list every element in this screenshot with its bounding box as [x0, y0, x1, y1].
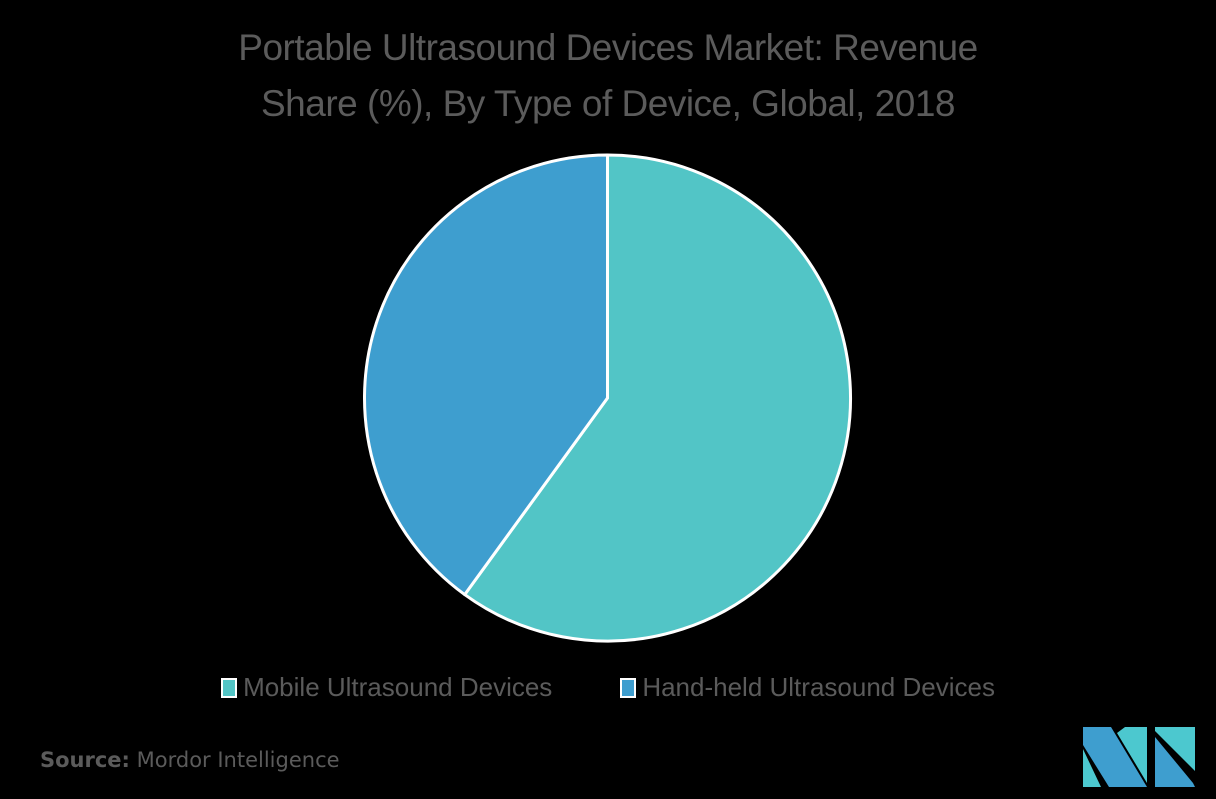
chart-title: Portable Ultrasound Devices Market: Reve… — [0, 20, 1216, 132]
source-note: Source: Mordor Intelligence — [40, 748, 340, 772]
source-value: Mordor Intelligence — [136, 748, 340, 772]
legend-swatch-mobile — [221, 677, 238, 698]
source-label: Source: — [40, 748, 130, 772]
legend-item-handheld: Hand-held Ultrasound Devices — [620, 672, 995, 703]
pie-slices — [363, 153, 852, 643]
pie-slice-mobile — [463, 153, 852, 643]
legend-swatch-handheld — [620, 677, 637, 698]
legend-label-mobile: Mobile Ultrasound Devices — [243, 672, 553, 702]
chart-title-line-2: Share (%), By Type of Device, Global, 20… — [260, 83, 956, 124]
pie-slice-handheld — [363, 153, 609, 597]
chart-legend: Mobile Ultrasound Devices Hand-held Ultr… — [0, 672, 1216, 703]
legend-item-mobile: Mobile Ultrasound Devices — [221, 672, 552, 703]
mordor-intelligence-logo-icon — [1083, 727, 1195, 787]
chart-title-line-1: Portable Ultrasound Devices Market: Reve… — [238, 27, 978, 68]
legend-label-handheld: Hand-held Ultrasound Devices — [642, 672, 995, 702]
